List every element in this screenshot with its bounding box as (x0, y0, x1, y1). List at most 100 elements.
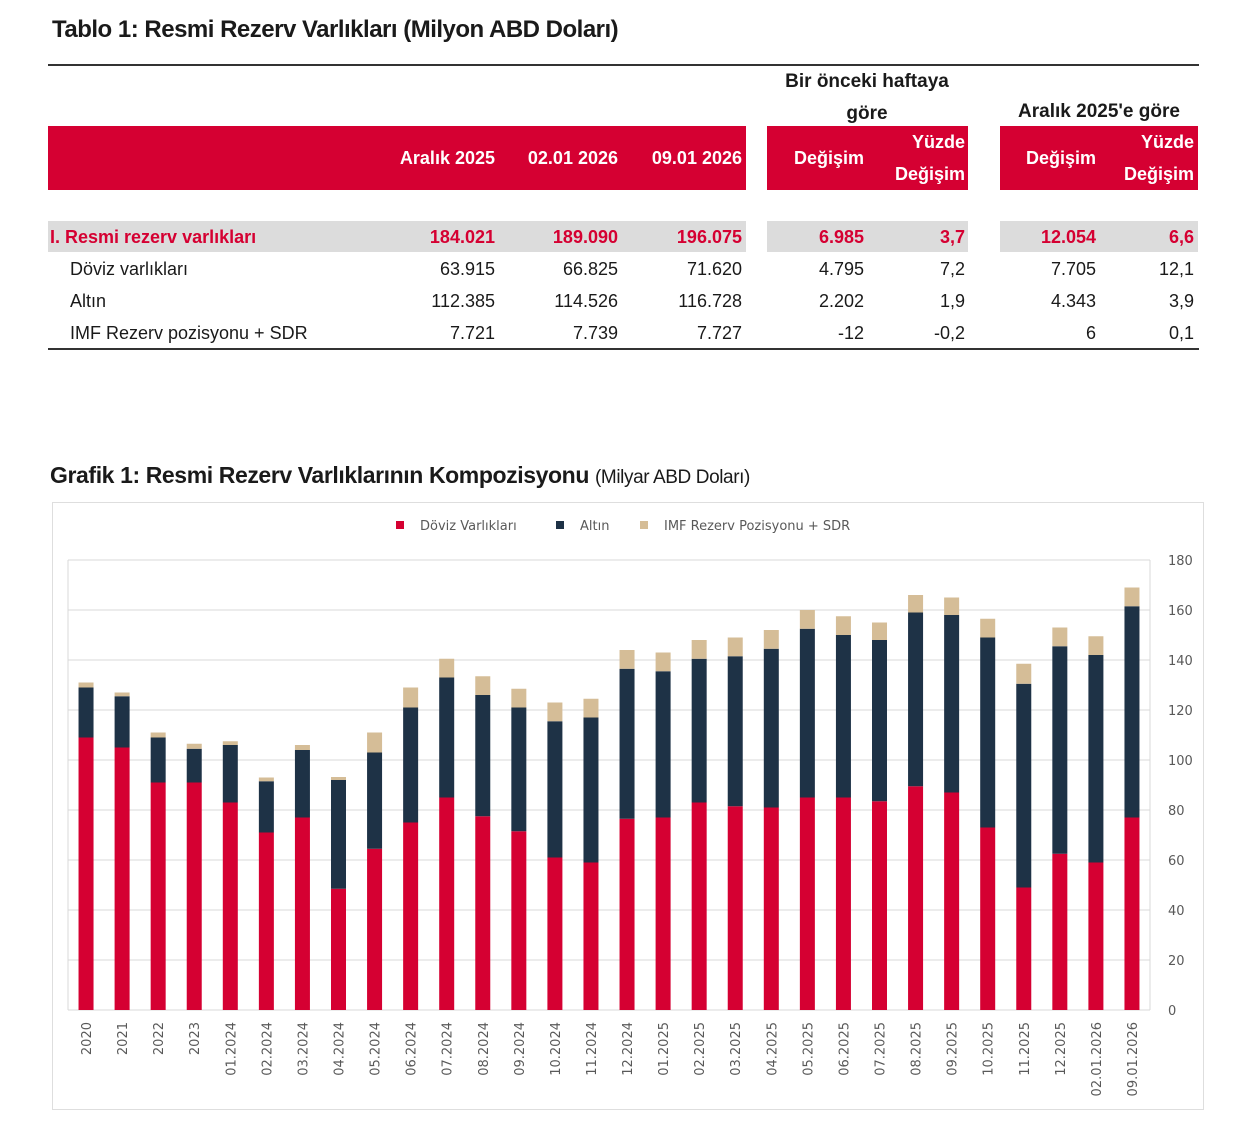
bar-segment-doviz (222, 802, 238, 1010)
legend-swatch-altin (556, 521, 564, 529)
bar-segment-imf-sdr (655, 652, 671, 672)
total-row-band-levels (48, 221, 746, 252)
bar-segment-altin (150, 737, 166, 783)
chart-title-main: Grafik 1: Resmi Rezerv Varlıklarının Kom… (50, 462, 589, 488)
cell-w-pct: 7,2 (939, 259, 965, 279)
cell-w-pct: 3,7 (939, 227, 965, 247)
group-header-weekly: Bir önceki haftaya göre (785, 71, 949, 124)
bar-segment-imf-sdr (222, 741, 238, 745)
cell-c1: 112.385 (431, 291, 495, 311)
bar-segment-doviz (944, 792, 960, 1010)
row-label: IMF Rezerv pozisyonu + SDR (70, 323, 308, 343)
bar-segment-imf-sdr (799, 610, 815, 629)
cell-d-pct: 6,6 (1168, 227, 1194, 247)
bar-segment-imf-sdr (908, 595, 924, 613)
total-row-band-vs-dec (1000, 221, 1198, 252)
table-row-total: I. Resmi rezerv varlıkları 184.021 189.090… (0, 221, 1260, 253)
bar-segment-altin (799, 628, 815, 798)
bar-segment-imf-sdr (150, 732, 166, 738)
y-tick-label: 20 (1168, 954, 1185, 969)
cell-w-pct: -0,2 (933, 323, 965, 343)
x-tick-label: 05.2024 (369, 1022, 384, 1076)
bar-segment-altin (908, 612, 924, 787)
x-tick-label: 07.2024 (441, 1022, 456, 1076)
col-header-weekly-pct: Yüzde Değişim (894, 132, 965, 184)
col-header-0201: 02.01 2026 (527, 148, 618, 168)
bar-segment-altin (367, 752, 383, 849)
bar-segment-doviz (186, 782, 202, 1010)
bar-segment-doviz (258, 832, 274, 1010)
x-tick-label: 10.2025 (982, 1022, 997, 1076)
bar-segment-doviz (980, 827, 996, 1010)
x-tick-label: 11.2025 (1018, 1022, 1033, 1076)
table-row: IMF Rezerv pozisyonu + SDR 7.721 7.739 7.72… (0, 317, 1260, 349)
bar-segment-altin (1124, 606, 1140, 818)
bar-segment-altin (763, 648, 779, 808)
y-tick-label: 100 (1168, 754, 1193, 769)
bar-segment-doviz (511, 831, 527, 1010)
bar-segment-doviz (655, 817, 671, 1010)
bar-segment-imf-sdr (258, 777, 274, 782)
x-tick-label: 06.2024 (405, 1022, 420, 1076)
x-tick-label: 03.2025 (729, 1022, 744, 1076)
col-header-dec-pct: Yüzde Değişim (1123, 132, 1194, 184)
legend-swatch-doviz (396, 521, 404, 529)
bar-segment-altin (980, 637, 996, 828)
bar-segment-altin (475, 695, 491, 817)
bar-segment-imf-sdr (1052, 627, 1068, 647)
x-tick-label: 12.2025 (1054, 1022, 1069, 1076)
bar-segment-doviz (835, 797, 851, 1010)
bar-segment-imf-sdr (835, 616, 851, 635)
cell-d-change: 6 (1085, 323, 1096, 343)
bar-segment-doviz (1016, 887, 1032, 1010)
bar-segment-doviz (619, 818, 635, 1010)
bar-segment-imf-sdr (547, 702, 563, 722)
group-header-vs-dec: Aralık 2025'e göre (1018, 101, 1180, 122)
cell-c2: 66.825 (562, 259, 618, 279)
bar-segment-imf-sdr (294, 745, 310, 750)
bar-segment-altin (944, 615, 960, 793)
table-row: Döviz varlıkları 63.915 66.825 71.620 4.795 7… (0, 253, 1260, 285)
bar-segment-altin (1052, 646, 1068, 854)
cell-d-pct: 3,9 (1168, 291, 1194, 311)
bar-segment-imf-sdr (367, 732, 383, 753)
cell-d-pct: 0,1 (1168, 323, 1194, 343)
x-tick-label: 2023 (188, 1022, 203, 1055)
bar-segment-doviz (1052, 853, 1068, 1010)
bar-segment-imf-sdr (619, 650, 635, 669)
bar-segment-altin (835, 635, 851, 798)
bar-segment-altin (258, 781, 274, 833)
x-tick-label: 09.2025 (946, 1022, 961, 1076)
bar-segment-doviz (583, 862, 599, 1010)
x-tick-label: 01.2024 (224, 1022, 239, 1076)
bar-segment-imf-sdr (114, 692, 130, 697)
col-header-0901: 09.01 2026 (651, 148, 742, 168)
y-tick-label: 140 (1168, 654, 1193, 669)
bar-segment-altin (114, 696, 130, 748)
legend-label: Döviz Varlıkları (420, 519, 517, 534)
bar-segment-imf-sdr (691, 640, 707, 659)
bar-segment-doviz (872, 801, 887, 1010)
cell-c3: 7.727 (696, 323, 742, 343)
table-row: Altın 112.385 114.526 116.728 2.202 1,9 4.343 3… (0, 285, 1260, 317)
cell-c2: 7.739 (572, 323, 618, 343)
bar-segment-imf-sdr (1088, 636, 1104, 655)
legend-label: IMF Rezerv Pozisyonu + SDR (664, 519, 850, 534)
y-tick-label: 180 (1168, 554, 1193, 569)
cell-w-change: -12 (837, 323, 864, 343)
y-tick-label: 0 (1168, 1004, 1176, 1019)
x-tick-label: 02.01.2026 (1090, 1022, 1105, 1096)
chart-frame (52, 502, 1204, 1110)
bar-segment-altin (222, 745, 238, 803)
bar-segment-imf-sdr (1124, 587, 1140, 607)
cell-w-change: 6.985 (818, 227, 864, 247)
bar-segment-doviz (691, 802, 707, 1010)
bar-segment-imf-sdr (403, 687, 419, 708)
bar-segment-altin (186, 748, 202, 783)
bar-segment-altin (691, 658, 707, 803)
cell-d-change: 7.705 (1050, 259, 1096, 279)
cell-c1: 63.915 (439, 259, 495, 279)
table-bottom-rule (48, 348, 1199, 350)
x-tick-label: 01.2025 (657, 1022, 672, 1076)
